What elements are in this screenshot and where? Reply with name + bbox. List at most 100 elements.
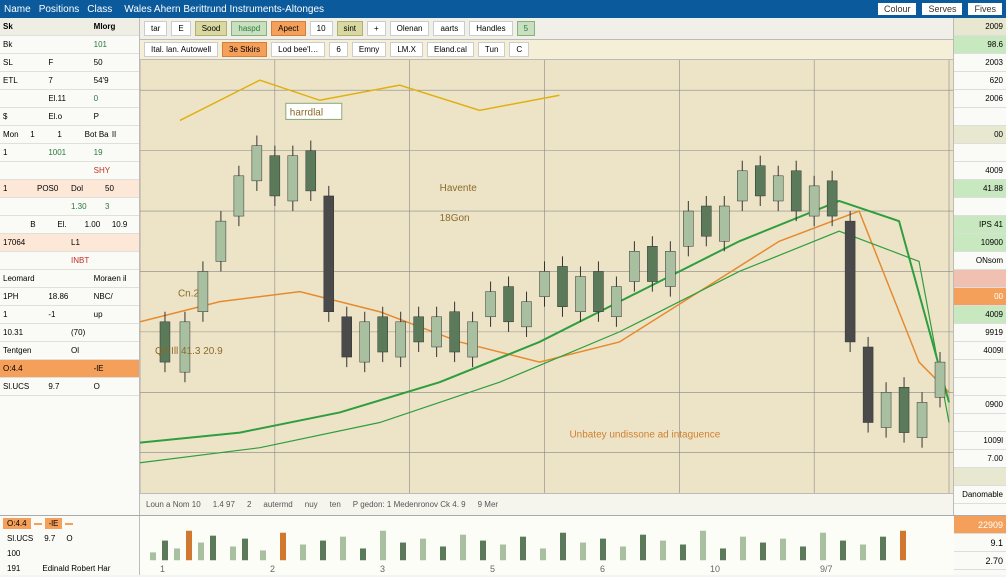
- btn-colour[interactable]: Colour: [878, 3, 917, 15]
- price-level: 0900: [954, 396, 1006, 414]
- price-level: 1009l: [954, 432, 1006, 450]
- toolbar-btn[interactable]: tar: [144, 21, 167, 36]
- svg-text:18Gon: 18Gon: [440, 213, 470, 224]
- chart-toolbar: tar E Soodhaspd Apect 10 sint + Olenanaarts Hand…: [140, 18, 953, 40]
- svg-text:5: 5: [490, 564, 495, 574]
- svg-text:Havente: Havente: [440, 183, 478, 194]
- annotation-row: Ital. lan. Autowell3e StkirsLod bee'l…6E…: [140, 40, 953, 60]
- window-title: Wales Ahern Berittrund Instruments-Alton…: [124, 4, 324, 15]
- price-level: ONsom: [954, 252, 1006, 270]
- svg-text:6: 6: [600, 564, 605, 574]
- price-level: 00: [954, 126, 1006, 144]
- svg-text:harrdlal: harrdlal: [290, 107, 323, 118]
- sidebar-row[interactable]: SLF50: [0, 54, 139, 72]
- price-level: 98.6: [954, 36, 1006, 54]
- price-level: [954, 414, 1006, 432]
- price-level: 41.88: [954, 180, 1006, 198]
- title-bar: Name Positions Class Wales Ahern Berittr…: [0, 0, 1006, 18]
- menu-class[interactable]: Class: [87, 4, 112, 15]
- annot-chip[interactable]: C: [509, 42, 529, 57]
- sidebar-row[interactable]: INBT: [0, 252, 139, 270]
- price-level: 2009: [954, 18, 1006, 36]
- sidebar-row[interactable]: O:4.4-lE: [0, 360, 139, 378]
- sidebar-row[interactable]: SHY: [0, 162, 139, 180]
- annot-chip[interactable]: Emny: [352, 42, 386, 57]
- svg-text:Cn.2: Cn.2: [178, 289, 199, 300]
- price-level: IPS 41: [954, 216, 1006, 234]
- sidebar-row[interactable]: TentgenOl: [0, 342, 139, 360]
- svg-text:1: 1: [160, 564, 165, 574]
- toolbar-btn[interactable]: +: [367, 21, 386, 36]
- footer-right: 229099.12.70: [954, 516, 1006, 575]
- sidebar-row[interactable]: 1-1up: [0, 306, 139, 324]
- toolbar-btn[interactable]: Sood: [195, 21, 228, 36]
- sidebar-row[interactable]: $El.oP: [0, 108, 139, 126]
- menu-name[interactable]: Name: [4, 4, 31, 15]
- toolbar-btn[interactable]: 10: [310, 21, 333, 36]
- sidebar-row[interactable]: 1100119: [0, 144, 139, 162]
- price-level: [954, 468, 1006, 486]
- sidebar-row[interactable]: Sl.UCS9.7O: [0, 378, 139, 396]
- price-level: Danomable: [954, 486, 1006, 504]
- footer-left: O:4.4-lESl.UCS9.7O100191Edinald Robert H…: [0, 516, 140, 575]
- svg-text:Q# Ill 41.3 20.9: Q# Ill 41.3 20.9: [155, 346, 223, 357]
- annot-chip[interactable]: Ital. lan. Autowell: [144, 42, 218, 57]
- svg-text:2: 2: [270, 564, 275, 574]
- price-level: 00: [954, 288, 1006, 306]
- price-axis: 200998.62003620200600400941.88IPS 411090…: [954, 18, 1006, 515]
- menu-positions[interactable]: Positions: [39, 4, 80, 15]
- svg-text:9/7: 9/7: [820, 564, 833, 574]
- price-level: [954, 360, 1006, 378]
- svg-text:3: 3: [380, 564, 385, 574]
- sidebar-row[interactable]: Bk101: [0, 36, 139, 54]
- price-level: [954, 378, 1006, 396]
- toolbar-btn[interactable]: sint: [337, 21, 363, 36]
- left-sidebar: SkMlorgBk101SLF50ETL754'9El.110$El.oPMon…: [0, 18, 140, 515]
- sidebar-row[interactable]: 17064L1: [0, 234, 139, 252]
- toolbar-btn[interactable]: Olenan: [390, 21, 430, 36]
- sidebar-row[interactable]: 10.31(70): [0, 324, 139, 342]
- annot-chip[interactable]: Lod bee'l…: [271, 42, 325, 57]
- annot-chip[interactable]: 6: [329, 42, 347, 57]
- svg-text:Unbatey undissone ad intaguenc: Unbatey undissone ad intaguence: [569, 430, 720, 441]
- price-level: [954, 270, 1006, 288]
- toolbar-btn[interactable]: aarts: [433, 21, 465, 36]
- sidebar-row[interactable]: 1.303: [0, 198, 139, 216]
- sidebar-row[interactable]: El.110: [0, 90, 139, 108]
- sidebar-row[interactable]: SkMlorg: [0, 18, 139, 36]
- footer-panel: O:4.4-lESl.UCS9.7O100191Edinald Robert H…: [0, 515, 1006, 575]
- price-level: 4009: [954, 306, 1006, 324]
- price-level: 9919: [954, 324, 1006, 342]
- price-level: 4009: [954, 162, 1006, 180]
- price-level: [954, 144, 1006, 162]
- sidebar-row[interactable]: ETL754'9: [0, 72, 139, 90]
- price-level: 620: [954, 72, 1006, 90]
- toolbar-btn[interactable]: E: [171, 21, 190, 36]
- toolbar-btn[interactable]: 5: [517, 21, 535, 36]
- btn-serves[interactable]: Serves: [922, 3, 962, 15]
- price-level: 2006: [954, 90, 1006, 108]
- price-level: [954, 108, 1006, 126]
- sidebar-row[interactable]: LeomardMoraen il: [0, 270, 139, 288]
- sidebar-row[interactable]: BEl.1.0010.9: [0, 216, 139, 234]
- toolbar-btn[interactable]: haspd: [231, 21, 267, 36]
- price-level: [954, 198, 1006, 216]
- price-level: 2003: [954, 54, 1006, 72]
- chart-panel: tar E Soodhaspd Apect 10 sint + Olenanaarts Hand…: [140, 18, 954, 515]
- annot-chip[interactable]: LM.X: [390, 42, 423, 57]
- toolbar-btn[interactable]: Handles: [469, 21, 512, 36]
- svg-text:10: 10: [710, 564, 720, 574]
- annot-chip[interactable]: Eland.cal: [427, 42, 474, 57]
- sidebar-row[interactable]: Mon11Bot BaltenII: [0, 126, 139, 144]
- sidebar-row[interactable]: 1PH18.86NBC/: [0, 288, 139, 306]
- price-level: 4009l: [954, 342, 1006, 360]
- volume-mini-chart[interactable]: 1 2 3 5 6 10 9/7: [140, 516, 954, 575]
- candlestick-chart[interactable]: harrdlal Havente 18Gon Cn.2 Q# Ill 41.3 20.9…: [140, 60, 953, 493]
- sidebar-row[interactable]: 1POS0Dol50: [0, 180, 139, 198]
- chart-x-axis-labels: Loun a Nom 101.4 972autermdnuytenP gedon…: [140, 493, 953, 515]
- annot-chip[interactable]: 3e Stkirs: [222, 42, 267, 57]
- annot-chip[interactable]: Tun: [478, 42, 506, 57]
- price-level: 7.00: [954, 450, 1006, 468]
- btn-fives[interactable]: Fives: [968, 3, 1002, 15]
- toolbar-btn[interactable]: Apect: [271, 21, 305, 36]
